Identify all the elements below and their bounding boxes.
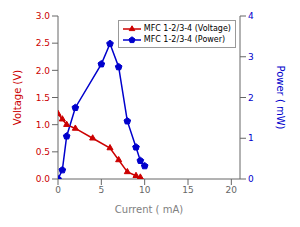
svg-text:1: 1 [248, 133, 254, 143]
html-text:MFC 1-2/3-4 (Voltage): MFC 1-2/3-4 (Voltage) [143, 24, 231, 33]
svg-text:2: 2 [248, 93, 254, 103]
svg-text:2.0: 2.0 [36, 66, 51, 76]
svg-text:Voltage (V): Voltage (V) [12, 70, 23, 125]
svg-text:Power ( mW): Power ( mW) [275, 65, 286, 129]
svg-text:4: 4 [248, 11, 254, 21]
svg-text:10: 10 [139, 185, 151, 195]
svg-text:3: 3 [248, 52, 254, 62]
svg-text:0.5: 0.5 [36, 147, 50, 157]
svg-text:1.0: 1.0 [36, 120, 51, 130]
svg-text:0: 0 [55, 185, 61, 195]
svg-text:15: 15 [182, 185, 193, 195]
svg-text:3.0: 3.0 [36, 11, 51, 21]
svg-text:0: 0 [248, 174, 254, 184]
html-text:MFC 1-2/3-4 (Power): MFC 1-2/3-4 (Power) [143, 35, 226, 44]
svg-text:2.5: 2.5 [36, 38, 50, 48]
svg-text:20: 20 [226, 185, 238, 195]
svg-text:0.0: 0.0 [36, 174, 51, 184]
svg-text:5: 5 [98, 185, 104, 195]
svg-text:1.5: 1.5 [36, 93, 50, 103]
svg-text:Current ( mA): Current ( mA) [115, 204, 183, 215]
